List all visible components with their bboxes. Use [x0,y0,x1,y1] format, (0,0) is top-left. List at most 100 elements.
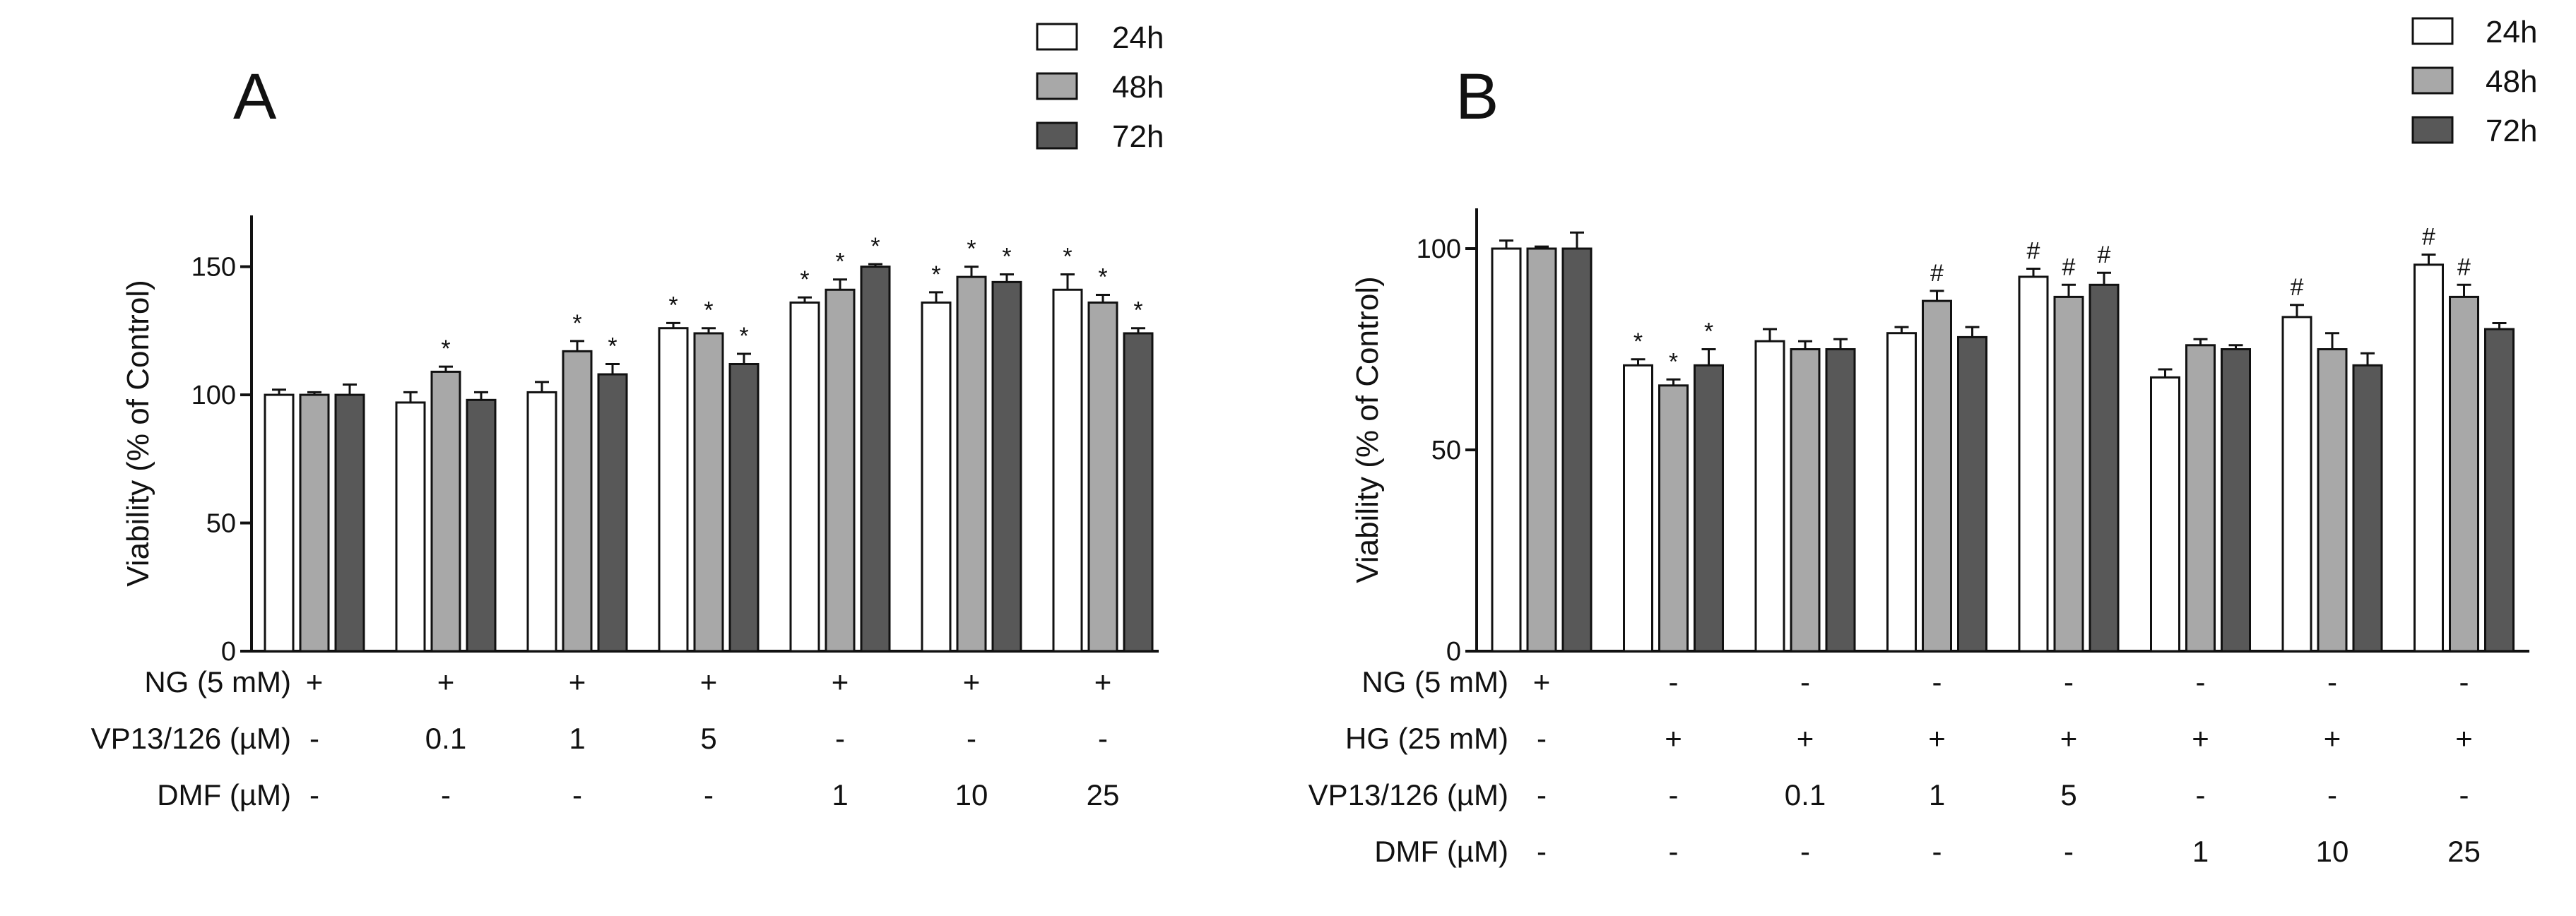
y-axis-title: Viability (% of Control) [1350,276,1385,583]
legend-label: 72h [1112,119,1164,154]
treatment-row-value: 5 [2060,778,2076,811]
bar-72h [728,363,760,653]
panel-b: B 0 50 100 Viability (% of Control) * * * # # # # # #… [1308,15,2538,868]
treatment-row-value: 10 [955,778,988,811]
treatment-row-value: - [2327,778,2337,811]
treatment-row-value: + [1094,665,1112,698]
treatment-row-value: + [2060,722,2078,755]
treatment-row-label: NG (5 mM) [1361,665,1508,698]
treatment-row-label: DMF (µM) [1374,835,1508,868]
bar-72h [2221,348,2251,653]
significance-mark: * [931,261,940,288]
bar-24h [1886,332,1917,653]
treatment-row-label: DMF (µM) [157,778,291,811]
bar-24h [264,393,295,653]
bar-48h [1658,384,1689,653]
treatment-row-value: - [2064,835,2074,868]
treatment-row-value: - [2064,665,2074,698]
bar-48h [1087,301,1118,653]
bar-48h [693,332,724,653]
treatment-row-value: + [1797,722,1814,755]
legend-label: 24h [1112,20,1164,55]
treatment-row-value: - [1800,665,1810,698]
treatment-row-value: + [1665,722,1682,755]
significance-mark: # [2027,238,2040,265]
legend-label: 72h [2486,114,2537,148]
legend-swatch-48h [2411,66,2454,95]
bar-48h [2185,344,2216,653]
treatment-row-value: 0.1 [1785,778,1826,811]
treatment-row-value: - [1932,665,1942,698]
treatment-row-value: + [2192,722,2209,755]
bar-72h [2088,283,2120,653]
bar-48h [1922,299,1952,653]
y-tick-label: 0 [1446,637,1461,667]
bar-24h [789,301,820,653]
treatment-row-label: VP13/126 (µM) [1308,778,1508,811]
treatment-row-value: 1 [2192,835,2209,868]
treatment-row-value: - [1932,835,1942,868]
treatment-row-value: 1 [832,778,848,811]
treatment-row-value: + [1533,665,1551,698]
treatment-row-value: - [309,722,319,755]
treatment-row-value: - [704,778,714,811]
bar-72h [1561,247,1593,653]
bar-24h [2150,376,2180,653]
significance-mark: * [967,236,976,263]
significance-mark: # [1930,260,1944,287]
treatment-row-value: 5 [700,722,716,755]
treatment-row-value: 0.1 [425,722,466,755]
legend-swatch-48h [1036,72,1078,100]
significance-mark: * [800,266,809,293]
treatment-row-value: - [1537,835,1547,868]
treatment-row-value: + [1928,722,1946,755]
treatment-row-value: 1 [569,722,585,755]
bar-72h [597,373,628,653]
y-tick-label: 0 [221,637,236,667]
bar-72h [1694,364,1724,653]
treatment-row-label: HG (25 mM) [1345,722,1508,755]
bar-24h [1052,288,1083,653]
bar-72h [2484,328,2515,653]
bar-72h [466,398,497,653]
bar-24h [2413,263,2444,653]
treatment-row-value: - [1537,778,1547,811]
bar-72h [991,280,1022,653]
significance-mark: * [1002,243,1011,270]
bar-48h [2449,295,2479,653]
bar-24h [2018,275,2049,653]
treatment-row-value: - [1669,778,1679,811]
bar-48h [825,288,856,653]
treatment-row-value: - [309,778,319,811]
significance-mark: * [739,323,748,350]
panel-letter: B [1455,61,1499,133]
bar-72h [334,393,365,653]
bar-48h [562,350,593,653]
treatment-row-value: - [835,722,845,755]
treatment-row-label: VP13/126 (µM) [91,722,291,755]
treatment-row-value: - [441,778,451,811]
treatment-row-value: - [2459,665,2469,698]
treatment-row-value: - [2196,778,2206,811]
treatment-row-value: + [2324,722,2341,755]
significance-mark: * [608,333,617,360]
y-axis-title: Viability (% of Control) [121,280,155,586]
bar-72h [1123,332,1154,653]
significance-mark: * [1633,328,1643,355]
significance-mark: * [572,310,581,337]
bar-48h [299,393,330,653]
treatment-row-value: + [832,665,849,698]
legend-swatch-24h [1036,23,1078,51]
bar-24h [1754,340,1785,653]
treatment-row-value: - [1537,722,1547,755]
significance-mark: * [1098,264,1107,291]
bar-24h [658,327,689,653]
bar-72h [1825,348,1856,653]
treatment-row-value: + [437,665,455,698]
y-tick-label: 100 [1417,234,1461,264]
significance-mark: * [870,233,880,260]
treatment-row-label: NG (5 mM) [144,665,291,698]
treatment-row-value: - [572,778,582,811]
significance-mark: * [835,249,844,275]
panel-letter: A [233,61,277,133]
